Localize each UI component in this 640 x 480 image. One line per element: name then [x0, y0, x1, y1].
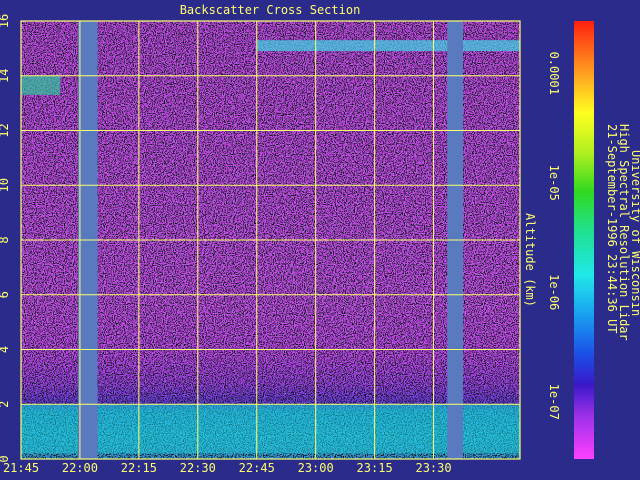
annotation-line-3: 21-September-1996 23:44:36 UT: [605, 124, 619, 334]
annotation-line-1: University of Wisconsin: [629, 150, 640, 316]
x-tick-label: 22:15: [121, 461, 157, 475]
x-tick-label: 22:30: [180, 461, 216, 475]
y-tick-label: 16: [0, 14, 11, 28]
plot-frame: [20, 20, 521, 460]
y-tick-label: 14: [0, 69, 11, 83]
feature-aerosol-boundary-layer: [21, 404, 520, 454]
y-tick-label: 4: [0, 346, 11, 353]
annotation: University of Wisconsin High Spectral Re…: [605, 124, 640, 341]
colorbar-tick-label: 1e-07: [547, 384, 561, 420]
x-tick-label: 23:30: [415, 461, 451, 475]
x-tick-label: 21:45: [3, 461, 39, 475]
x-tick-label: 22:00: [62, 461, 98, 475]
feature-cloud: [21, 75, 61, 95]
y-axis: 0 2 4 6 8 10 12 14 16: [0, 14, 11, 463]
y-tick-label: 10: [0, 178, 11, 192]
colorbar-tick-label: 0.0001: [547, 52, 561, 95]
x-axis: 21:45 22:00 22:15 22:30 22:45 23:00 23:15 23:30: [3, 461, 452, 475]
colorbar-gradient: [574, 21, 594, 459]
feature-cirrus: [256, 40, 520, 52]
chart-title: Backscatter Cross Section: [180, 3, 361, 17]
plot-area: [21, 21, 520, 459]
y-axis-label: Altitude (km): [523, 213, 537, 307]
x-tick-label: 22:45: [239, 461, 275, 475]
annotation-line-2: High Spectral Resolution Lidar: [617, 124, 631, 341]
y-tick-label: 2: [0, 401, 11, 408]
x-tick-label: 23:15: [357, 461, 393, 475]
y-tick-label: 8: [0, 236, 11, 243]
y-tick-label: 12: [0, 123, 11, 137]
colorbar: 1e-07 1e-06 1e-05 0.0001: [547, 21, 594, 459]
y-tick-label: 6: [0, 291, 11, 298]
x-tick-label: 23:00: [298, 461, 334, 475]
y-tick-label: 0: [0, 455, 11, 462]
colorbar-tick-label: 1e-06: [547, 274, 561, 310]
colorbar-tick-label: 1e-05: [547, 165, 561, 201]
